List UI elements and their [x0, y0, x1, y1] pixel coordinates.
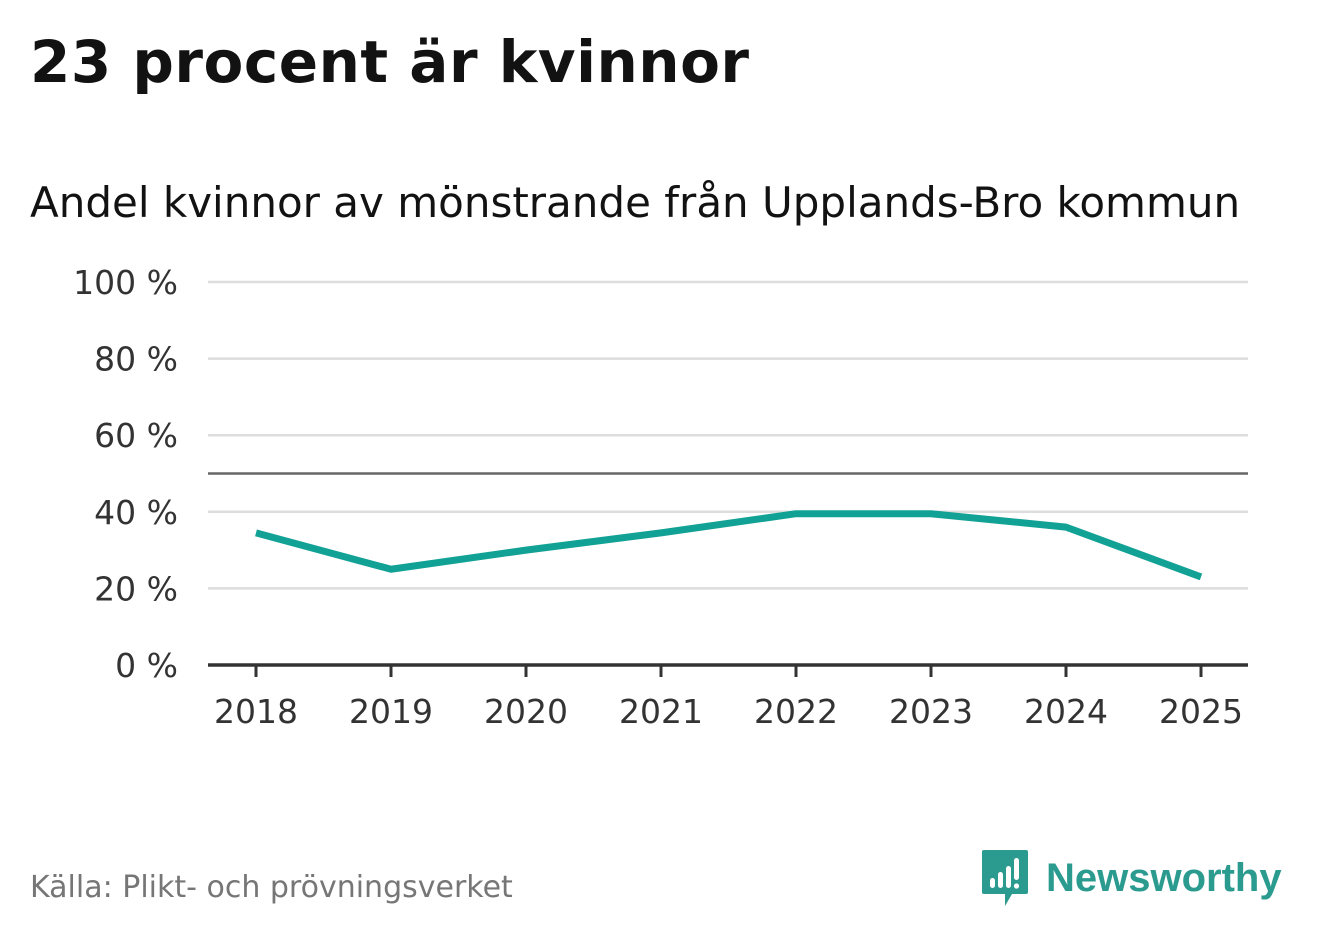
y-tick-label-40: 40 %: [94, 493, 178, 532]
series-layer: [255, 510, 1203, 581]
x-tick-label-2018: 2018: [214, 692, 298, 731]
chart-title: Andel kvinnor av mönstrande från Uppland…: [30, 178, 1241, 227]
y-tick-label-100: 100 %: [73, 263, 178, 302]
x-tick-label-2025: 2025: [1159, 692, 1243, 731]
axes: [208, 663, 1248, 677]
y-tick-label-20: 20 %: [94, 569, 178, 608]
tick-labels: 0 % 20 % 40 % 60 % 80 % 100 % 2018 2019 2020 2021…: [73, 263, 1243, 731]
source-note: Källa: Plikt- och prövningsverket: [30, 870, 513, 905]
grid-lines: [208, 280, 1248, 590]
brand-logo[interactable]: Newsworthy: [980, 848, 1282, 908]
y-tick-label-60: 60 %: [94, 416, 178, 455]
x-tick-label-2019: 2019: [349, 692, 433, 731]
x-tick-label-2023: 2023: [889, 692, 973, 731]
y-tick-label-80: 80 %: [94, 340, 178, 379]
headline: 23 procent är kvinnor: [30, 28, 750, 96]
newsworthy-logo-icon: [982, 850, 1028, 906]
x-tick-label-2022: 2022: [754, 692, 838, 731]
brand-name: Newsworthy: [1046, 855, 1282, 900]
x-tick-label-2024: 2024: [1024, 692, 1108, 731]
x-tick-label-2021: 2021: [619, 692, 703, 731]
x-tick-label-2020: 2020: [484, 692, 568, 731]
series-line-0: [255, 510, 1203, 581]
y-tick-label-0: 0 %: [115, 646, 178, 685]
